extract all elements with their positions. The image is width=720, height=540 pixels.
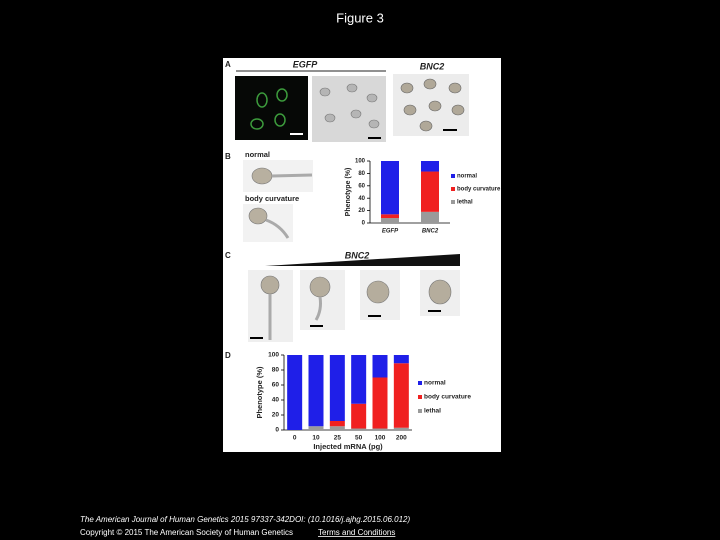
bar-segment: [421, 161, 439, 172]
bar-segment: [381, 161, 399, 215]
legend-label: body curvature: [424, 394, 471, 401]
image-label: normal: [245, 150, 270, 159]
x-tick-label: BNC2: [422, 229, 439, 235]
embryos: [400, 78, 465, 132]
legend-swatch: [418, 381, 422, 385]
citation: The American Journal of Human Genetics 2…: [80, 515, 410, 524]
y-tick-label: 40: [358, 196, 365, 202]
legend-label: normal: [457, 174, 477, 180]
y-tick-label: 100: [355, 159, 366, 165]
y-tick-label: 60: [272, 382, 280, 389]
y-tick-label: 100: [268, 352, 279, 359]
embryo-images: [248, 270, 460, 342]
y-tick-label: 20: [358, 208, 365, 214]
y-tick-label: 0: [362, 221, 366, 227]
bar-segment: [329, 355, 345, 421]
embryo-tail: [271, 173, 313, 178]
y-tick-label: 80: [272, 367, 280, 374]
dose-wedge: [265, 254, 460, 266]
x-tick-label: 200: [396, 435, 407, 442]
bar-segment: [308, 355, 324, 427]
bar-segment: [372, 428, 388, 430]
bar-segment: [393, 355, 409, 364]
bar-segment: [351, 355, 367, 404]
panel-heading: BNC2: [345, 250, 370, 260]
legend-label: normal: [424, 380, 446, 387]
slide-title: Figure 3: [336, 10, 384, 25]
panel-heading: BNC2: [420, 61, 445, 71]
legend-label: lethal: [457, 200, 473, 206]
y-tick-label: 60: [358, 183, 365, 189]
bar-segment: [372, 377, 388, 429]
legend-swatch: [451, 200, 455, 204]
x-tick-label: 100: [375, 435, 386, 442]
image-label: body curvature: [245, 194, 299, 203]
legend-label: lethal: [424, 408, 441, 415]
x-tick-label: 0: [293, 435, 297, 442]
bar-segment: [421, 211, 439, 223]
legend-swatch: [418, 409, 422, 413]
y-axis-label: Phenotype (%): [255, 366, 264, 419]
embryo: [248, 207, 268, 225]
x-tick-label: 50: [355, 435, 363, 442]
bar-segment: [351, 403, 367, 429]
bar-segment: [329, 421, 345, 427]
legend-swatch: [451, 187, 455, 191]
x-tick-label: EGFP: [382, 229, 399, 235]
panel-label: A: [225, 60, 231, 69]
fluorescence-embryos: [250, 88, 288, 130]
panel-label: C: [225, 251, 231, 260]
bar-segment: [287, 355, 303, 430]
copyright: Copyright © 2015 The American Society of…: [80, 528, 293, 537]
embryo-tail: [265, 218, 290, 239]
y-tick-label: 0: [275, 427, 279, 434]
y-tick-label: 40: [272, 397, 280, 404]
x-tick-label: 25: [334, 435, 342, 442]
panel-label: B: [225, 152, 231, 161]
bar-segment: [381, 214, 399, 219]
terms-link[interactable]: Terms and Conditions: [318, 528, 395, 537]
bar-segment: [393, 427, 409, 430]
x-tick-label: 10: [312, 435, 320, 442]
bar-segment: [351, 428, 367, 430]
embryos: [319, 83, 380, 129]
legend-swatch: [451, 174, 455, 178]
y-tick-label: 80: [358, 171, 365, 177]
x-axis-label: Injected mRNA (pg): [313, 442, 383, 451]
bar-segment: [421, 171, 439, 212]
y-axis-label: Phenotype (%): [345, 168, 352, 217]
bar-segment: [381, 218, 399, 223]
y-tick-label: 20: [272, 412, 280, 419]
panel-label: D: [225, 351, 231, 360]
legend-swatch: [418, 395, 422, 399]
legend-label: body curvature: [457, 187, 501, 193]
bar-segment: [329, 426, 345, 430]
panel-heading: EGFP: [293, 59, 319, 69]
bar-segment: [372, 355, 388, 378]
fluorescence-image: [235, 76, 308, 140]
bar-segment: [308, 426, 324, 430]
bar-segment: [393, 363, 409, 428]
embryo: [251, 167, 273, 185]
